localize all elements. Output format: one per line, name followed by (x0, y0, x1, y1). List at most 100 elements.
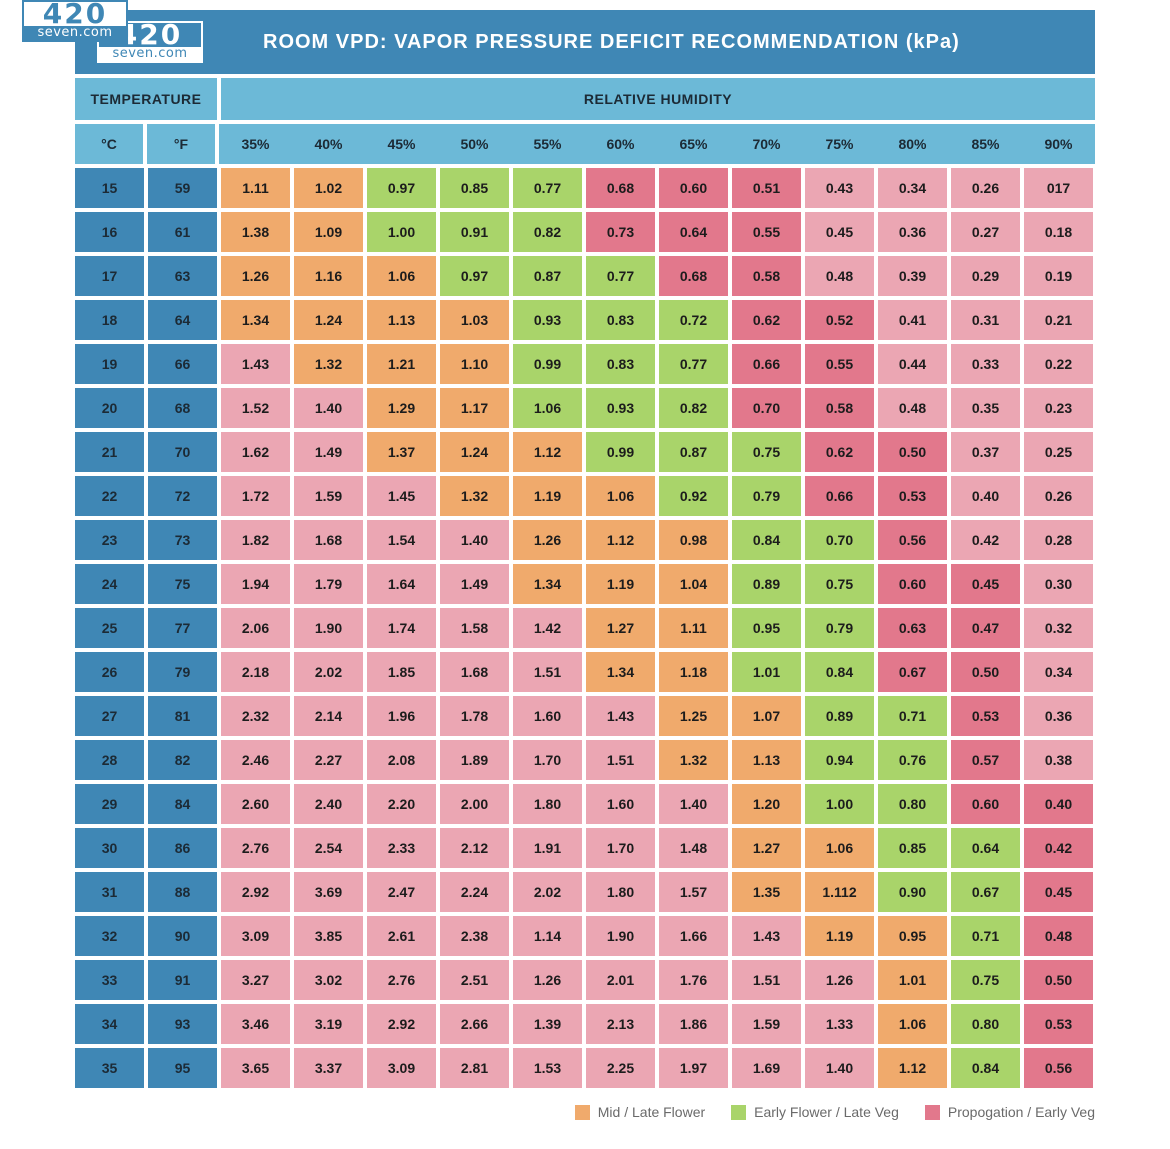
vpd-cell: 2.20 (367, 784, 436, 824)
vpd-cell: 3.09 (367, 1048, 436, 1088)
vpd-cell: 2.32 (221, 696, 290, 736)
legend-item: Mid / Late Flower (574, 1104, 705, 1120)
fahrenheit-cell: 59 (148, 168, 217, 208)
vpd-cell: 0.80 (951, 1004, 1020, 1044)
vpd-cell: 0.83 (586, 300, 655, 340)
vpd-cell: 1.70 (586, 828, 655, 868)
vpd-cell: 3.27 (221, 960, 290, 1000)
humidity-column-label: 60% (606, 136, 635, 152)
vpd-cell: 0.41 (878, 300, 947, 340)
vpd-cell: 1.66 (659, 916, 728, 956)
celsius-cell: 18 (75, 300, 144, 340)
vpd-cell: 0.40 (951, 476, 1020, 516)
vpd-cell: 1.89 (440, 740, 509, 780)
vpd-cell: 1.09 (294, 212, 363, 252)
vpd-cell: 2.00 (440, 784, 509, 824)
vpd-cell: 1.68 (294, 520, 363, 560)
vpd-cell: 1.69 (732, 1048, 801, 1088)
vpd-cell: 0.82 (513, 212, 582, 252)
vpd-cell: 3.37 (294, 1048, 363, 1088)
vpd-cell: 0.95 (878, 916, 947, 956)
vpd-cell: 1.21 (367, 344, 436, 384)
vpd-cell: 2.92 (367, 1004, 436, 1044)
vpd-cell: 0.98 (659, 520, 728, 560)
vpd-cell: 1.33 (805, 1004, 874, 1044)
vpd-cell: 0.89 (805, 696, 874, 736)
fahrenheit-header: °F (147, 124, 215, 164)
vpd-cell: 1.18 (659, 652, 728, 692)
logo-domain: seven.com (99, 47, 201, 61)
humidity-column-label: 75% (825, 136, 854, 152)
celsius-cell: 15 (75, 168, 144, 208)
vpd-cell: 0.45 (951, 564, 1020, 604)
table-row: 28 82 2.46 2.27 2.08 1.89 1.70 1.51 1.32 1.13 0.94… (75, 740, 1095, 780)
vpd-cell: 0.51 (732, 168, 801, 208)
vpd-cell: 1.19 (805, 916, 874, 956)
vpd-cell: 0.22 (1024, 344, 1093, 384)
vpd-cell: 1.17 (440, 388, 509, 428)
vpd-cell: 1.34 (513, 564, 582, 604)
vpd-cell: 0.53 (951, 696, 1020, 736)
vpd-cell: 1.112 (805, 872, 874, 912)
vpd-cell: 0.53 (1024, 1004, 1093, 1044)
vpd-cell: 0.95 (732, 608, 801, 648)
vpd-cell: 1.90 (294, 608, 363, 648)
fahrenheit-cell: 72 (148, 476, 217, 516)
vpd-cell: 1.48 (659, 828, 728, 868)
fahrenheit-cell: 82 (148, 740, 217, 780)
humidity-column-label: 55% (533, 136, 562, 152)
vpd-cell: 0.48 (805, 256, 874, 296)
vpd-cell: 0.67 (878, 652, 947, 692)
table-row: 15 59 1.11 1.02 0.97 0.85 0.77 0.68 0.60 0.51 0.43… (75, 168, 1095, 208)
vpd-cell: 0.87 (513, 256, 582, 296)
vpd-cell: 1.91 (513, 828, 582, 868)
vpd-cell: 0.37 (951, 432, 1020, 472)
vpd-cell: 0.90 (878, 872, 947, 912)
vpd-cell: 0.47 (951, 608, 1020, 648)
vpd-cell: 1.29 (367, 388, 436, 428)
vpd-cell: 0.68 (659, 256, 728, 296)
vpd-cell: 0.48 (1024, 916, 1093, 956)
vpd-cell: 1.68 (440, 652, 509, 692)
vpd-cell: 0.34 (1024, 652, 1093, 692)
vpd-cell: 1.43 (586, 696, 655, 736)
vpd-cell: 1.14 (513, 916, 582, 956)
celsius-cell: 28 (75, 740, 144, 780)
humidity-column-label: 85% (971, 136, 1000, 152)
vpd-cell: 0.97 (367, 168, 436, 208)
table-row: 18 64 1.34 1.24 1.13 1.03 0.93 0.83 0.72 0.62 0.52… (75, 300, 1095, 340)
vpd-cell: 2.06 (221, 608, 290, 648)
vpd-cell: 0.77 (513, 168, 582, 208)
fahrenheit-cell: 73 (148, 520, 217, 560)
celsius-header: °C (75, 124, 143, 164)
vpd-cell: 0.63 (878, 608, 947, 648)
humidity-column-label: 50% (460, 136, 489, 152)
vpd-cell: 0.19 (1024, 256, 1093, 296)
vpd-cell: 0.40 (1024, 784, 1093, 824)
vpd-cell: 0.72 (659, 300, 728, 340)
vpd-cell: 3.69 (294, 872, 363, 912)
table-row: 21 70 1.62 1.49 1.37 1.24 1.12 0.99 0.87 0.75 0.62… (75, 432, 1095, 472)
humidity-column-label: 70% (752, 136, 781, 152)
vpd-cell: 1.96 (367, 696, 436, 736)
vpd-cell: 0.60 (659, 168, 728, 208)
celsius-cell: 34 (75, 1004, 144, 1044)
legend-label: Propogation / Early Veg (947, 1104, 1095, 1120)
vpd-cell: 0.79 (805, 608, 874, 648)
vpd-cell: 2.12 (440, 828, 509, 868)
header-group-row: TEMPERATURE RELATIVE HUMIDITY (75, 78, 1095, 120)
table-row: 33 91 3.27 3.02 2.76 2.51 1.26 2.01 1.76 1.51 1.26… (75, 960, 1095, 1000)
vpd-cell: 1.32 (440, 476, 509, 516)
vpd-cell: 0.30 (1024, 564, 1093, 604)
vpd-cell: 0.62 (805, 432, 874, 472)
vpd-cell: 1.13 (367, 300, 436, 340)
vpd-cell: 017 (1024, 168, 1093, 208)
vpd-cell: 1.39 (513, 1004, 582, 1044)
vpd-cell: 0.71 (878, 696, 947, 736)
vpd-cell: 1.06 (805, 828, 874, 868)
brand-logo: 420 seven.com (97, 21, 203, 63)
vpd-cell: 3.46 (221, 1004, 290, 1044)
column-header-row: °C °F 35% 40% 45% 50% 55% 60% 65% 70% 75% 80% 85% 9… (75, 124, 1095, 164)
celsius-cell: 22 (75, 476, 144, 516)
vpd-cell: 1.45 (367, 476, 436, 516)
